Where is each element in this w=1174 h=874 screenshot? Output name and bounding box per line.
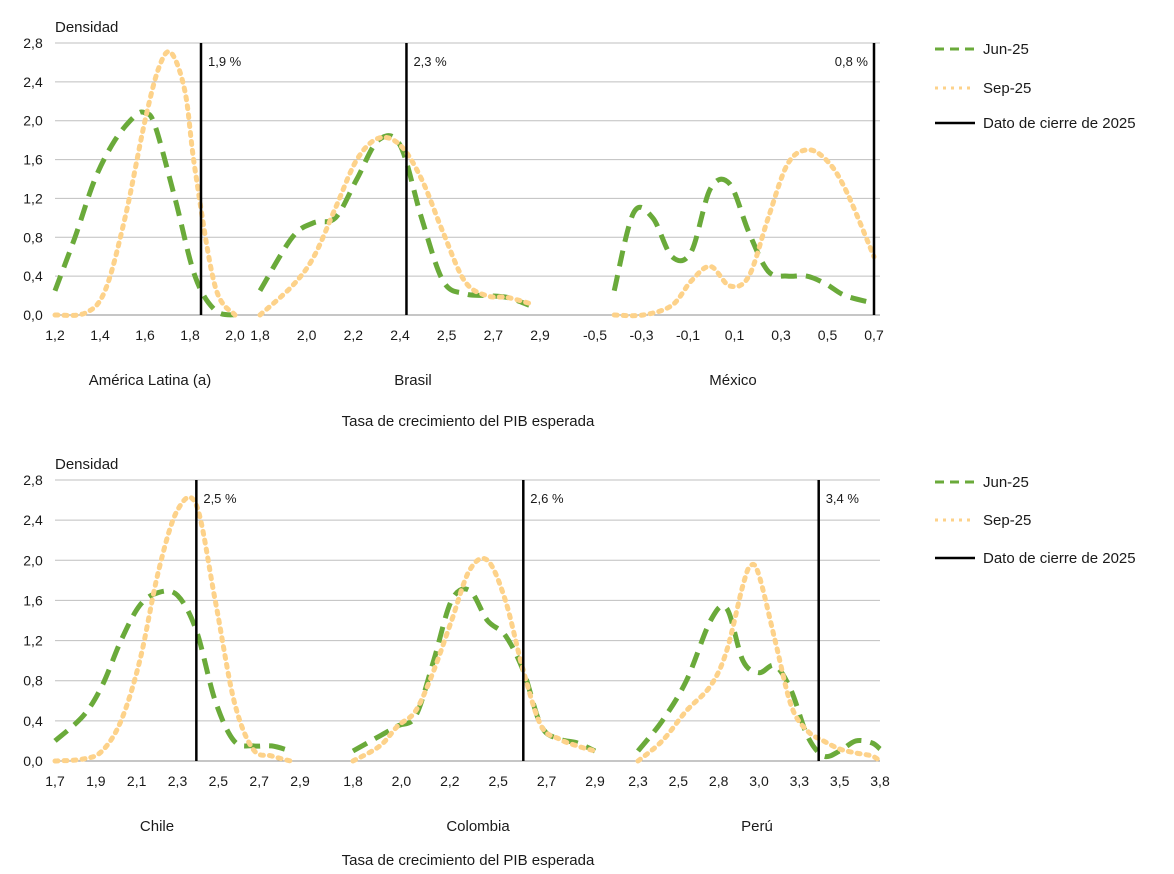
series-line-sep — [52, 494, 294, 764]
x-tick-label: 3,8 — [870, 773, 890, 789]
x-tick-label: 2,7 — [249, 773, 269, 789]
legend-bottom-cierre-label: Dato de cierre de 2025 — [983, 550, 1136, 567]
x-tick-label: 2,2 — [344, 327, 364, 343]
y-tick-label: 0,4 — [23, 268, 43, 284]
y-tick-label: 1,6 — [23, 152, 43, 168]
subplot-title: Colombia — [446, 818, 510, 835]
y-tick-label: 2,4 — [23, 512, 43, 528]
x-tick-label: 3,3 — [790, 773, 810, 789]
legend-top: Jun-25 Sep-25 Dato de cierre de 2025 — [935, 41, 1136, 132]
y-tick-label: 0,8 — [23, 673, 43, 689]
x-tick-label: 1,8 — [343, 773, 363, 789]
subplot-title: Chile — [140, 818, 174, 835]
y-tick-label: 2,0 — [23, 552, 43, 568]
y-tick-label: 0,4 — [23, 713, 43, 729]
close-value-label: 2,5 % — [203, 491, 237, 506]
series-line-sep — [611, 147, 877, 319]
x-tick-label: 1,6 — [135, 327, 155, 343]
subplot-title: Perú — [741, 818, 773, 835]
series-line-sep — [635, 561, 883, 764]
legend-bottom-jun-label: Jun-25 — [983, 474, 1029, 491]
x-tick-label: 2,5 — [437, 327, 457, 343]
series-line-sep — [257, 134, 532, 318]
x-tick-label: 1,2 — [45, 327, 65, 343]
legend-top-cierre-label: Dato de cierre de 2025 — [983, 115, 1136, 132]
series-line-jun — [636, 603, 882, 760]
x-tick-label: 3,5 — [830, 773, 850, 789]
y-tick-label: 2,4 — [23, 74, 43, 90]
x-tick-label: 2,0 — [392, 773, 412, 789]
subplot-title: México — [709, 372, 757, 389]
y-tick-label: 1,2 — [23, 190, 43, 206]
legend-top-sep-label: Sep-25 — [983, 80, 1031, 97]
legend-top-jun-label: Jun-25 — [983, 41, 1029, 58]
close-value-label: 2,3 % — [413, 54, 447, 69]
y-tick-label: 1,2 — [23, 633, 43, 649]
y-tick-label: 0,0 — [23, 753, 43, 769]
x-tick-label: 2,1 — [127, 773, 147, 789]
subplot-title: Brasil — [394, 372, 432, 389]
x-tick-label: 2,0 — [225, 327, 245, 343]
x-tick-label: 2,5 — [669, 773, 689, 789]
close-value-label: 0,8 % — [835, 54, 869, 69]
x-tick-label: 2,8 — [709, 773, 729, 789]
panel-2-ylabel: Densidad — [55, 456, 118, 473]
y-tick-label: 1,6 — [23, 592, 43, 608]
x-tick-label: 2,4 — [390, 327, 410, 343]
x-tick-label: -0,3 — [629, 327, 653, 343]
y-tick-label: 2,8 — [23, 35, 43, 51]
x-tick-label: 2,3 — [628, 773, 648, 789]
y-tick-label: 2,8 — [23, 472, 43, 488]
legend-bottom-sep-label: Sep-25 — [983, 512, 1031, 529]
series-line-sep — [350, 555, 598, 764]
x-tick-label: 1,8 — [180, 327, 200, 343]
close-value-label: 1,9 % — [208, 54, 242, 69]
x-tick-label: 2,2 — [440, 773, 460, 789]
x-tick-label: 2,5 — [209, 773, 229, 789]
subplot-title: América Latina (a) — [89, 372, 212, 389]
x-tick-label: 1,7 — [45, 773, 65, 789]
y-tick-label: 2,0 — [23, 113, 43, 129]
x-tick-label: 2,3 — [168, 773, 188, 789]
x-tick-label: 3,0 — [749, 773, 769, 789]
x-tick-label: 2,7 — [537, 773, 557, 789]
x-tick-label: 2,7 — [484, 327, 504, 343]
x-tick-label: 2,9 — [290, 773, 310, 789]
series-line-jun — [351, 586, 597, 754]
close-value-label: 3,4 % — [826, 491, 860, 506]
x-tick-label: 2,9 — [585, 773, 605, 789]
panel-2-xlabel: Tasa de crecimiento del PIB esperada — [342, 852, 595, 869]
x-tick-label: 1,4 — [90, 327, 110, 343]
x-tick-label: -0,1 — [676, 327, 700, 343]
panel-1-ylabel: Densidad — [55, 19, 118, 36]
x-tick-label: 1,9 — [86, 773, 106, 789]
series-line-jun — [611, 176, 875, 306]
close-value-label: 2,6 % — [530, 491, 564, 506]
x-tick-label: 0,7 — [864, 327, 884, 343]
x-tick-label: 0,5 — [818, 327, 838, 343]
x-tick-label: 2,5 — [488, 773, 508, 789]
plot-area: 0,0 0,4 0,8 1,2 1,6 2,0 2,4 2,8 0,0 0,4 0,8 1,2 1,6 2… — [23, 35, 890, 835]
series-line-jun — [53, 588, 292, 754]
x-tick-label: 2,9 — [530, 327, 550, 343]
x-tick-label: 0,3 — [771, 327, 791, 343]
legend-bottom: Jun-25 Sep-25 Dato de cierre de 2025 — [935, 474, 1136, 567]
x-tick-label: 2,0 — [297, 327, 317, 343]
series-line-jun — [52, 109, 236, 318]
y-tick-label: 0,8 — [23, 229, 43, 245]
x-tick-label: 1,8 — [250, 327, 270, 343]
x-tick-label: 0,1 — [725, 327, 745, 343]
x-tick-label: -0,5 — [583, 327, 607, 343]
y-tick-label: 0,0 — [23, 307, 43, 323]
panel-1-xlabel: Tasa de crecimiento del PIB esperada — [342, 413, 595, 430]
